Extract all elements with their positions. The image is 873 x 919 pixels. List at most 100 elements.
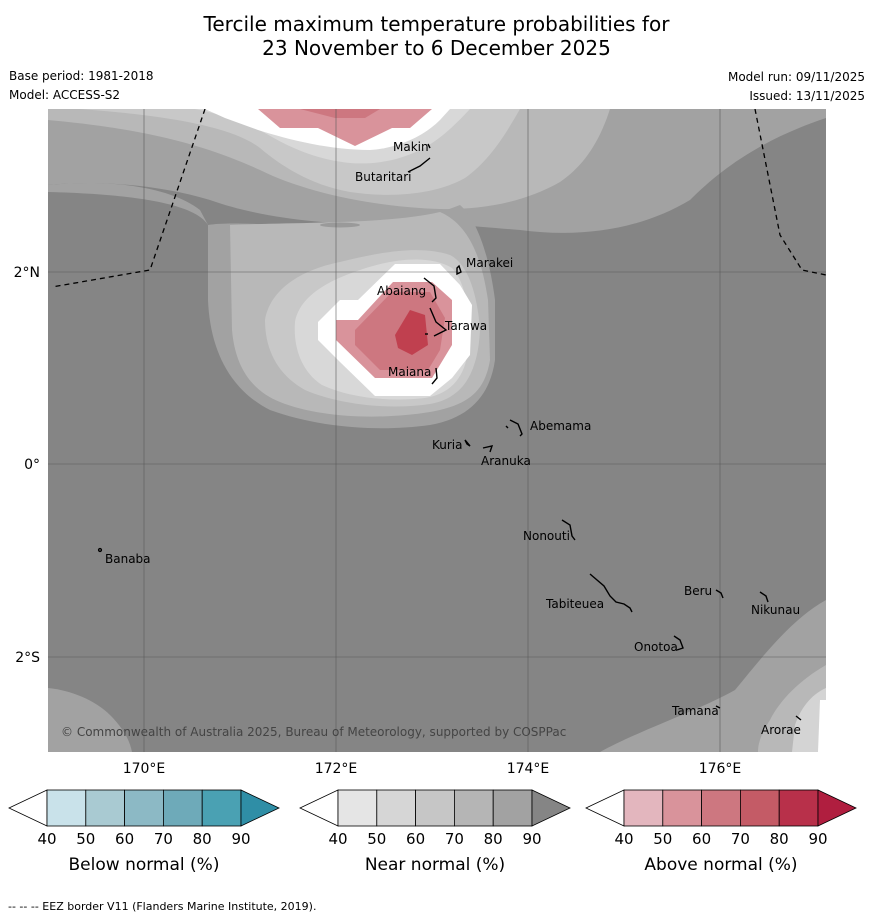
colorbar-above-normal-tick: 50 bbox=[653, 830, 672, 848]
maiana-outline bbox=[431, 367, 438, 385]
colorbar-above-normal: 40 50 60 70 80 90 Above normal (%) bbox=[585, 789, 857, 875]
place-label-arorae: Arorae bbox=[761, 723, 801, 737]
model-run: Model run: 09/11/2025 bbox=[727, 70, 865, 84]
place-label-beru: Beru bbox=[684, 584, 712, 598]
colorbar-near-normal-tick: 90 bbox=[522, 830, 541, 848]
eez-footer-note: -- -- -- EEZ border V11 (Flanders Marine… bbox=[8, 900, 317, 913]
island-outlines bbox=[97, 143, 802, 721]
onotoa-outline bbox=[673, 635, 684, 651]
place-label-butaritari: Butaritari bbox=[355, 170, 412, 184]
colorbar-below-normal-label: Below normal (%) bbox=[69, 855, 220, 875]
colorbar-above-normal-min-extend bbox=[585, 789, 625, 827]
arorae-outline bbox=[795, 715, 802, 721]
colorbar-near-normal: 40 50 60 70 80 90 Near normal (%) bbox=[299, 789, 571, 875]
lat-label-2n: 2°N bbox=[14, 265, 40, 281]
colorbar-near-normal-tick: 40 bbox=[328, 830, 347, 848]
colorbar-below-normal-swatch bbox=[124, 789, 164, 827]
colorbar-below-normal-min-extend bbox=[8, 789, 48, 827]
colorbar-near-normal-swatch bbox=[492, 789, 533, 827]
colorbar-below-normal-tick: 50 bbox=[76, 830, 95, 848]
place-label-maiana: Maiana bbox=[388, 365, 431, 379]
lon-label-172e: 172°E bbox=[315, 761, 358, 777]
place-label-aranuka: Aranuka bbox=[481, 454, 531, 468]
copyright-notice: © Commonwealth of Australia 2025, Bureau… bbox=[61, 725, 566, 739]
tamana-outline bbox=[715, 705, 721, 709]
place-label-abaiang: Abaiang bbox=[377, 284, 426, 298]
colorbar-below-normal-tick: 90 bbox=[231, 830, 250, 848]
probability-field: Makin Butaritari Marakei Abaiang Tarawa … bbox=[48, 109, 826, 752]
colorbar-above-normal-tick: 60 bbox=[692, 830, 711, 848]
colorbar-above-normal-swatch bbox=[623, 789, 664, 827]
colorbar-near-normal-tick: 60 bbox=[406, 830, 425, 848]
lon-label-170e: 170°E bbox=[123, 761, 166, 777]
colorbar-below-normal: 40 50 60 70 80 90 Below normal (%) bbox=[8, 789, 280, 875]
colorbar-below-normal-swatch bbox=[85, 789, 126, 827]
above-normal-70-central bbox=[395, 310, 428, 355]
colorbar-above-normal-tick: 40 bbox=[614, 830, 633, 848]
place-label-tamana: Tamana bbox=[671, 704, 719, 718]
colorbar-near-normal-swatch bbox=[337, 789, 378, 827]
lon-label-174e: 174°E bbox=[507, 761, 550, 777]
colorbar-above-normal-swatch bbox=[740, 789, 780, 827]
colorbar-near-normal-label: Near normal (%) bbox=[365, 855, 505, 875]
colorbar-near-normal-max-extend bbox=[531, 789, 571, 827]
lon-label-176e: 176°E bbox=[699, 761, 742, 777]
colorbar-near-normal-tick: 50 bbox=[367, 830, 386, 848]
axis-labels: 2°N 0° 2°S 170°E 172°E 174°E 176°E bbox=[14, 265, 742, 777]
place-label-abemama: Abemama bbox=[530, 419, 591, 433]
above-normal-60-north bbox=[300, 109, 380, 118]
map-title: Tercile maximum temperature probabilitie… bbox=[0, 12, 873, 60]
tarawa-outline bbox=[429, 307, 448, 337]
colorbar-near-normal-tick: 80 bbox=[484, 830, 503, 848]
makin-outline bbox=[427, 143, 431, 149]
butaritari-outline bbox=[407, 157, 431, 173]
title-line-1: Tercile maximum temperature probabilitie… bbox=[203, 12, 670, 36]
issued-date: Issued: 13/11/2025 bbox=[749, 89, 865, 103]
base-period: Base period: 1981-2018 bbox=[9, 69, 154, 83]
title-line-2: 23 November to 6 December 2025 bbox=[262, 36, 611, 60]
place-label-kuria: Kuria bbox=[432, 438, 463, 452]
eez-border-east bbox=[754, 109, 826, 276]
colorbar-above-normal-tick: 90 bbox=[808, 830, 827, 848]
colorbar-below-normal-tick: 60 bbox=[115, 830, 134, 848]
colorbar-above-normal-max-extend bbox=[817, 789, 857, 827]
near-normal-80-southeast bbox=[600, 600, 826, 752]
colorbar-above-normal-swatch bbox=[778, 789, 819, 827]
place-label-makin: Makin bbox=[393, 140, 429, 154]
abemama-islet bbox=[505, 425, 509, 429]
eez-border-west bbox=[51, 109, 206, 288]
colorbar-near-normal-tick: 70 bbox=[445, 830, 464, 848]
place-label-tarawa: Tarawa bbox=[444, 319, 487, 333]
near-normal-80-southwest bbox=[48, 688, 132, 752]
graticule bbox=[48, 109, 826, 752]
near-normal-small-patch bbox=[320, 222, 360, 228]
place-label-nonouti: Nonouti bbox=[523, 529, 570, 543]
lat-label-equator: 0° bbox=[24, 457, 40, 473]
place-label-banaba: Banaba bbox=[105, 552, 151, 566]
colorbar-below-normal-swatch bbox=[162, 789, 203, 827]
place-labels: Makin Butaritari Marakei Abaiang Tarawa … bbox=[105, 140, 801, 737]
aranuka-outline bbox=[482, 445, 494, 453]
colorbar-below-normal-tick: 80 bbox=[193, 830, 212, 848]
place-label-nikunau: Nikunau bbox=[751, 603, 800, 617]
banaba-outline bbox=[97, 547, 103, 553]
colorbar-below-normal-swatch bbox=[46, 789, 87, 827]
colorbar-below-normal-tick: 40 bbox=[37, 830, 56, 848]
colorbar-above-normal-tick: 70 bbox=[731, 830, 750, 848]
nonouti-outline bbox=[561, 519, 576, 541]
abemama-outline bbox=[509, 419, 523, 437]
kuria-outline bbox=[464, 439, 471, 447]
colorbar-above-normal-swatch bbox=[701, 789, 741, 827]
colorbar-near-normal-swatch bbox=[415, 789, 455, 827]
colorbar-above-normal-tick: 80 bbox=[770, 830, 789, 848]
colorbar-near-normal-swatch bbox=[453, 789, 494, 827]
marakei-outline bbox=[456, 264, 462, 276]
near-normal-50-southeast bbox=[792, 688, 826, 752]
tabiteuea-outline bbox=[589, 573, 633, 613]
model-name: Model: ACCESS-S2 bbox=[9, 88, 121, 102]
southeast-white-edge bbox=[818, 700, 826, 752]
colorbar-near-normal-swatch bbox=[376, 789, 416, 827]
nikunau-outline bbox=[759, 591, 769, 603]
abaiang-outline bbox=[423, 277, 437, 303]
